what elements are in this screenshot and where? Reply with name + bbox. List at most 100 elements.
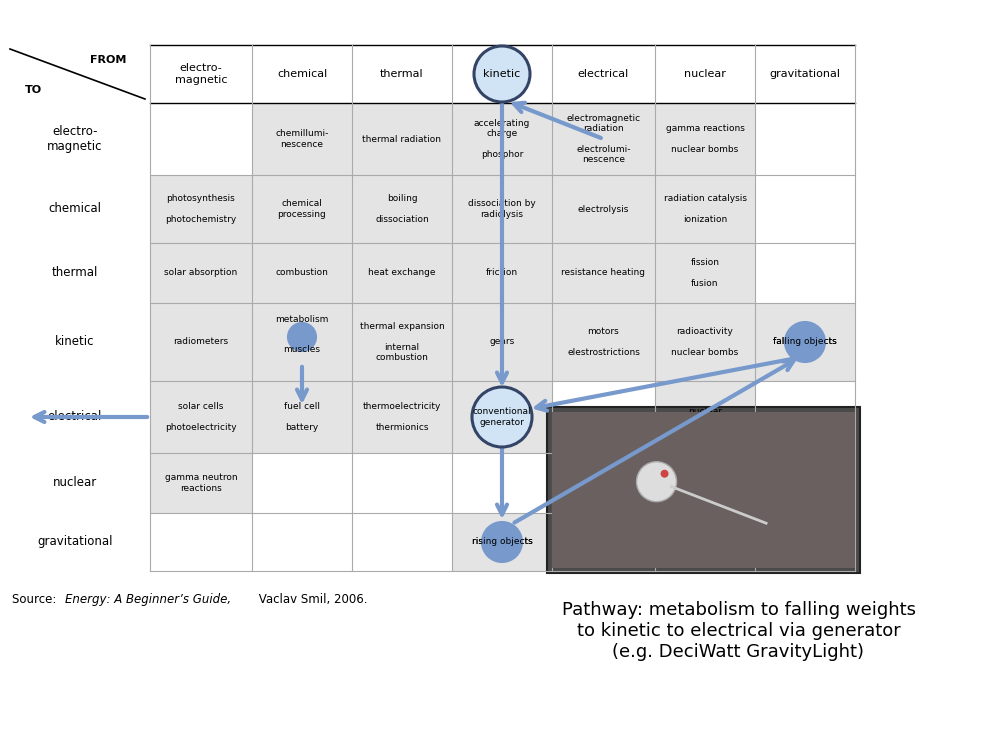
Bar <box>552 303 655 381</box>
Bar <box>552 453 655 513</box>
Text: fuel cell

battery: fuel cell battery <box>284 402 320 432</box>
Bar <box>352 453 452 513</box>
Text: Pathway: metabolism to falling weights
to kinetic to electrical via generator
(e: Pathway: metabolism to falling weights t… <box>562 601 916 661</box>
Text: Vaclav Smil, 2006.: Vaclav Smil, 2006. <box>255 593 368 606</box>
Text: fission

fusion: fission fusion <box>690 258 720 288</box>
Text: metabolism: metabolism <box>275 316 329 325</box>
Text: chemillumi-
nescence: chemillumi- nescence <box>275 129 329 149</box>
Text: kinetic: kinetic <box>483 69 521 79</box>
Text: radiometers: radiometers <box>173 338 229 346</box>
Text: Energy: A Beginner’s Guide,: Energy: A Beginner’s Guide, <box>65 593 231 606</box>
Bar <box>547 407 860 573</box>
Bar <box>755 175 855 243</box>
Bar <box>755 303 855 381</box>
Text: muscles: muscles <box>284 346 320 355</box>
Text: thermal: thermal <box>380 69 424 79</box>
Text: radioactivity

nuclear bombs: radioactivity nuclear bombs <box>671 327 739 357</box>
Text: combustion: combustion <box>276 268 328 278</box>
Text: electromagnetic
radiation

electrolumi-
nescence: electromagnetic radiation electrolumi- n… <box>566 114 641 164</box>
Text: chemical: chemical <box>277 69 327 79</box>
Bar <box>452 513 552 571</box>
Bar <box>352 513 452 571</box>
Bar <box>655 175 755 243</box>
Bar <box>252 103 352 175</box>
Bar <box>655 381 755 453</box>
Bar <box>252 175 352 243</box>
Text: gamma neutron
reactions: gamma neutron reactions <box>165 473 237 493</box>
Circle shape <box>472 387 532 447</box>
Text: accelerating
charge

phosphor: accelerating charge phosphor <box>474 119 530 159</box>
Bar <box>452 381 552 453</box>
Text: photosynthesis

photochemistry: photosynthesis photochemistry <box>165 194 237 224</box>
Bar <box>755 381 855 453</box>
Bar <box>655 243 755 303</box>
Text: gravitational: gravitational <box>770 69 841 79</box>
Text: friction: friction <box>486 268 518 278</box>
Bar <box>655 513 755 571</box>
Bar <box>352 103 452 175</box>
Text: solar absorption: solar absorption <box>164 268 238 278</box>
Text: heat exchange: heat exchange <box>368 268 436 278</box>
Bar <box>150 103 252 175</box>
Text: conventional
generator: conventional generator <box>473 407 531 427</box>
Circle shape <box>661 470 669 478</box>
Circle shape <box>288 323 316 351</box>
Bar <box>352 303 452 381</box>
Bar <box>655 303 755 381</box>
Text: thermal expansion

internal
combustion: thermal expansion internal combustion <box>360 322 444 362</box>
Bar <box>150 381 252 453</box>
Text: resistance heating: resistance heating <box>561 268 645 278</box>
Text: thermal radiation: thermal radiation <box>362 134 441 143</box>
Bar <box>552 381 655 453</box>
Text: gears: gears <box>489 338 515 346</box>
Text: gravitational: gravitational <box>37 536 113 548</box>
Text: motors

elestrostrictions: motors elestrostrictions <box>567 327 640 357</box>
Bar <box>452 303 552 381</box>
Text: kinetic: kinetic <box>483 69 521 79</box>
Text: boiling

dissociation: boiling dissociation <box>375 194 429 224</box>
Text: kinetic: kinetic <box>55 335 95 349</box>
Text: rising objects: rising objects <box>472 538 532 547</box>
Bar <box>150 243 252 303</box>
Text: electrical: electrical <box>578 69 629 79</box>
Bar <box>150 453 252 513</box>
Bar <box>755 243 855 303</box>
Text: falling objects: falling objects <box>773 338 837 346</box>
Circle shape <box>482 522 522 562</box>
Text: chemical: chemical <box>48 202 102 215</box>
Text: nuclear
batteries: nuclear batteries <box>685 407 725 427</box>
Bar <box>252 243 352 303</box>
Text: dissociation by
radiolysis: dissociation by radiolysis <box>468 200 536 219</box>
Bar <box>452 453 552 513</box>
Text: electro-
magnetic: electro- magnetic <box>47 125 103 153</box>
Bar <box>755 513 855 571</box>
Text: nuclear: nuclear <box>53 476 97 490</box>
Bar <box>452 175 552 243</box>
Text: electrical: electrical <box>48 410 102 424</box>
Bar <box>352 175 452 243</box>
Bar <box>655 103 755 175</box>
Bar <box>150 175 252 243</box>
Text: TO: TO <box>24 85 42 95</box>
Bar <box>252 453 352 513</box>
Text: solar cells

photoelectricity: solar cells photoelectricity <box>165 402 237 432</box>
Bar <box>552 175 655 243</box>
Bar <box>552 243 655 303</box>
Circle shape <box>785 322 825 362</box>
Bar <box>150 303 252 381</box>
Text: gamma reactions

nuclear bombs: gamma reactions nuclear bombs <box>666 124 744 154</box>
Text: FROM: FROM <box>90 55 126 65</box>
Bar <box>150 513 252 571</box>
Circle shape <box>474 46 530 102</box>
Bar <box>252 381 352 453</box>
Text: Source:: Source: <box>12 593 60 606</box>
Text: thermoelectricity

thermionics: thermoelectricity thermionics <box>363 402 441 432</box>
Bar <box>352 381 452 453</box>
Bar <box>655 453 755 513</box>
Bar <box>452 103 552 175</box>
Text: chemical
processing: chemical processing <box>278 200 326 219</box>
Bar <box>552 513 655 571</box>
Bar <box>352 243 452 303</box>
Text: electrolysis: electrolysis <box>578 205 629 214</box>
Bar <box>552 412 855 568</box>
